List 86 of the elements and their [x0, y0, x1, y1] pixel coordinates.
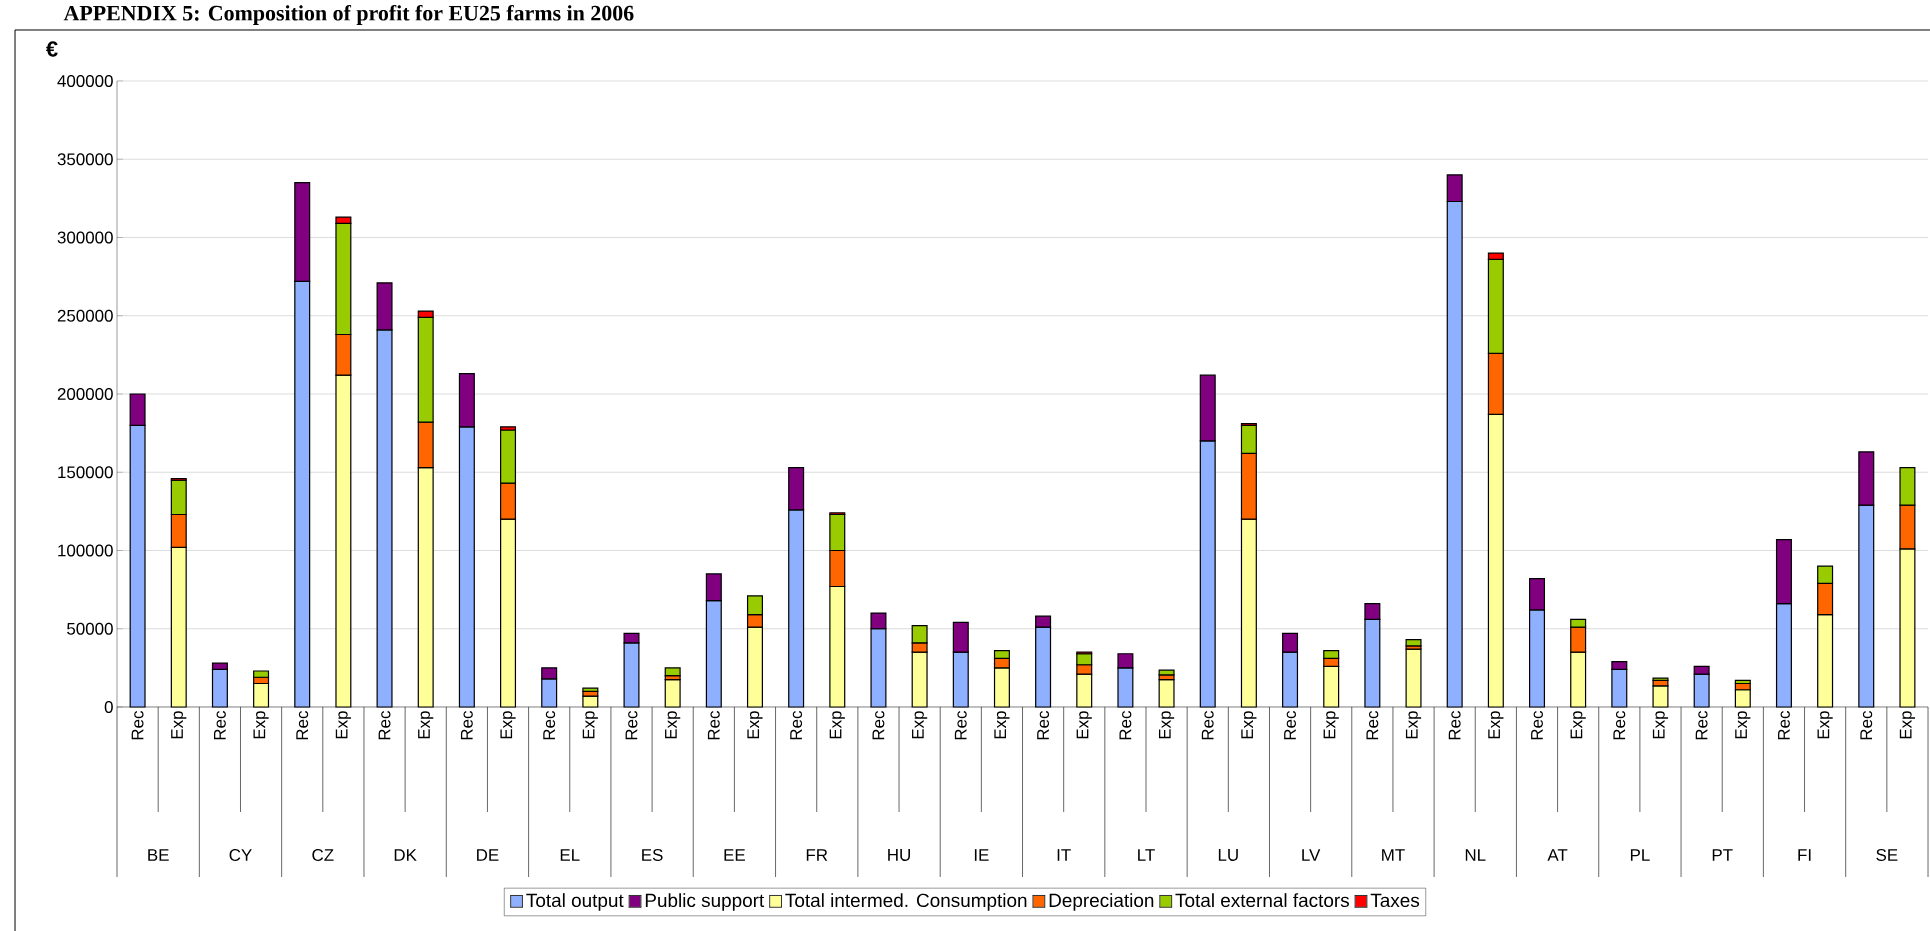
x-tick-label: Rec: [707, 710, 720, 740]
x-tick-label: Rec: [378, 710, 391, 740]
text: LT: [1138, 849, 1155, 861]
x-tick-label: Rec: [790, 710, 803, 740]
x-tick-label: Exp: [582, 711, 598, 739]
y-tick-label: 350000: [57, 153, 113, 166]
legend-label: Total intermed. Consumption: [785, 893, 1027, 911]
y-tick-label: 250000: [57, 309, 113, 322]
x-tick-label: Exp: [1241, 711, 1257, 739]
text: FI: [1798, 849, 1811, 861]
text: CY: [229, 848, 252, 861]
x-tick-label: Exp: [335, 711, 351, 739]
x-tick-label: Exp: [1405, 711, 1422, 739]
bar: [1158, 669, 1175, 676]
x-tick-label: Rec: [296, 710, 309, 740]
x-tick-label: Rec: [1037, 710, 1050, 740]
text: ES: [642, 848, 663, 861]
x-tick-label: Rec: [625, 710, 638, 740]
y-tick-label: 150000: [58, 466, 113, 479]
text: NL: [1465, 849, 1486, 861]
x-tick-label: Exp: [500, 711, 516, 739]
x-tick-label: Rec: [1778, 710, 1790, 740]
text: BE: [148, 849, 169, 861]
legend-label: Depreciation: [1049, 893, 1154, 911]
x-tick-label: Rec: [1448, 710, 1461, 740]
x-tick-label: Exp: [418, 711, 434, 739]
text: EE: [724, 849, 745, 861]
x-tick-label: Rec: [131, 710, 144, 740]
y-tick-label: 100000: [58, 544, 113, 557]
text: IE: [974, 849, 989, 861]
x-tick-label: Rec: [1119, 710, 1132, 740]
x-tick-label: Exp: [1323, 711, 1339, 739]
x-tick-label: Rec: [1695, 710, 1708, 740]
x-tick-label: Exp: [1899, 711, 1916, 739]
x-tick-label: Exp: [1488, 711, 1504, 739]
x-tick-label: Rec: [954, 710, 967, 740]
x-tick-label: Rec: [214, 710, 226, 740]
text: CZ: [312, 848, 334, 861]
x-tick-label: Rec: [1531, 710, 1543, 740]
text: FR: [806, 849, 828, 861]
x-tick-label: Exp: [912, 711, 928, 739]
x-tick-label: Rec: [460, 710, 473, 740]
x-tick-label: Exp: [1817, 711, 1833, 739]
x-tick-label: Exp: [994, 711, 1010, 739]
legend-label: Total output: [526, 893, 624, 911]
text: PL: [1630, 849, 1650, 861]
text: PT: [1712, 849, 1733, 861]
x-tick-label: Exp: [747, 711, 763, 739]
x-tick-label: Exp: [253, 711, 269, 739]
legend-label: Total external factors: [1175, 893, 1349, 908]
y-tick-label: 400000: [57, 74, 113, 87]
x-tick-label: Rec: [1613, 710, 1626, 740]
x-tick-label: Rec: [543, 710, 556, 740]
x-tick-label: Exp: [171, 711, 187, 739]
text: DE: [477, 849, 499, 861]
x-tick-label: Exp: [829, 711, 845, 739]
x-tick-label: Exp: [1076, 711, 1092, 739]
text: HU: [888, 849, 910, 861]
x-tick-label: Rec: [1284, 710, 1296, 740]
text: LU: [1218, 849, 1238, 861]
y-tick-label: 300000: [57, 231, 113, 244]
chart-title: APPENDIX 5: Composition of profit for EU25 farms in 2006: [63, 4, 634, 26]
x-tick-label: Rec: [872, 710, 885, 740]
x-tick-label: Exp: [665, 711, 681, 739]
legend-label: Public support: [645, 893, 765, 911]
text: LV: [1302, 849, 1321, 861]
y-axis-title: €: [46, 41, 58, 57]
x-tick-label: Rec: [1201, 710, 1214, 740]
x-tick-label: Rec: [1366, 710, 1379, 740]
x-tick-label: Exp: [1735, 711, 1751, 739]
x-tick-label: Exp: [1652, 711, 1669, 739]
y-tick-label: 0: [104, 700, 113, 713]
text: AT: [1547, 849, 1568, 861]
bar: [664, 667, 681, 677]
y-tick-label: 200000: [57, 387, 113, 400]
text: IT: [1057, 849, 1071, 861]
text: SE: [1876, 848, 1898, 861]
text: DK: [394, 849, 417, 861]
legend-label: Taxes: [1370, 893, 1420, 908]
x-tick-label: Exp: [1158, 711, 1175, 739]
x-tick-label: Rec: [1860, 710, 1873, 740]
bar: [1405, 639, 1422, 647]
x-tick-label: Exp: [1570, 711, 1586, 739]
text: EL: [560, 849, 580, 861]
text: MT: [1382, 849, 1405, 861]
y-tick-label: 50000: [67, 622, 113, 635]
